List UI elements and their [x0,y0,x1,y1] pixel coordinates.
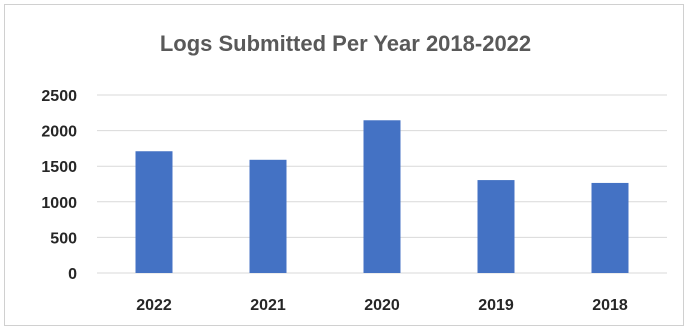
chart-title: Logs Submitted Per Year 2018-2022 [159,31,532,56]
chart-frame [4,4,684,326]
y-axis-tick-labels: 0 500 1000 1500 2000 2500 [41,88,77,283]
x-axis-tick-labels: 2022 2021 2020 2019 2018 [136,297,628,314]
y-tick-label-2000: 2000 [41,124,77,141]
bars [135,120,629,273]
bar-2018 [591,182,629,273]
y-tick-label-1500: 1500 [41,159,77,176]
bar-2020 [363,120,401,273]
x-tick-label-2022: 2022 [136,297,172,314]
bar-2021 [249,159,287,273]
y-tick-label-2500: 2500 [41,88,77,105]
y-tick-label-1000: 1000 [41,195,77,212]
y-tick-label-500: 500 [50,230,77,247]
x-tick-label-2020: 2020 [364,297,400,314]
bar-2019 [477,180,515,273]
y-tick-label-0: 0 [68,266,77,283]
x-tick-label-2021: 2021 [250,297,286,314]
x-tick-label-2018: 2018 [592,297,628,314]
bar-2022 [135,151,173,273]
x-tick-label-2019: 2019 [478,297,514,314]
